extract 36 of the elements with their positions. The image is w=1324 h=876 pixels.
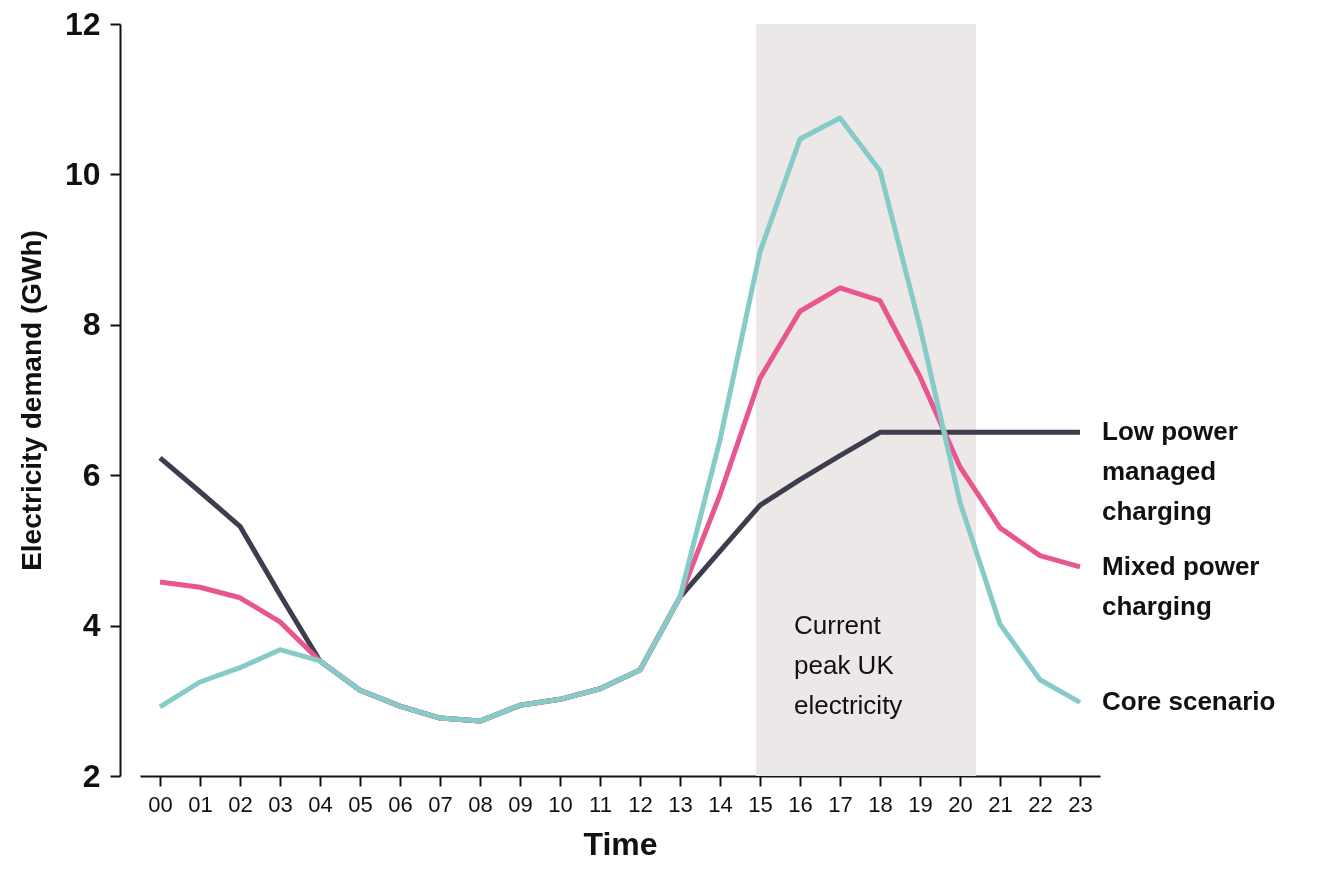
x-tick-label: 01 [188,791,213,817]
x-tick-label: 10 [548,791,573,817]
series-label: Core scenario [1102,686,1276,717]
x-tick-label: 03 [268,791,293,817]
series-label: Mixed power charging [1102,550,1260,621]
x-tick-label: 11 [589,791,612,817]
y-tick-label: 4 [82,607,101,644]
x-tick-label: 22 [1028,791,1053,817]
y-tick-label: 6 [82,456,101,493]
x-tick-label: 15 [748,791,773,817]
y-tick-label: 2 [82,757,101,794]
series-label: Low power managed charging [1102,416,1238,527]
y-tick-label: 8 [82,306,101,343]
x-tick-label: 19 [908,791,933,817]
x-tick-label: 14 [708,791,733,817]
x-tick-label: 04 [308,791,333,817]
x-tick-label: 16 [788,791,813,817]
x-tick-label: 20 [948,791,973,817]
x-tick-label: 02 [228,791,253,817]
y-tick-label: 10 [64,155,101,192]
x-tick-label: 12 [628,791,653,817]
x-tick-label: 21 [988,791,1013,817]
x-tick-label: 09 [508,791,533,817]
x-tick-label: 18 [868,791,893,817]
x-tick-label: 06 [388,791,413,817]
x-tick-label: 13 [668,791,693,817]
x-tick-label: 00 [148,791,173,817]
band-label: Current peak UK electricity [794,609,903,720]
x-tick-label: 08 [468,791,493,817]
y-axis-title: Electricity demand (GWh) [15,230,47,571]
x-tick-label: 05 [348,791,373,817]
x-tick-label: 17 [828,791,853,817]
x-tick-label: 23 [1068,791,1093,817]
y-tick-label: 12 [64,5,101,42]
x-tick-label: 07 [428,791,453,817]
x-axis-title: Time [583,825,658,862]
